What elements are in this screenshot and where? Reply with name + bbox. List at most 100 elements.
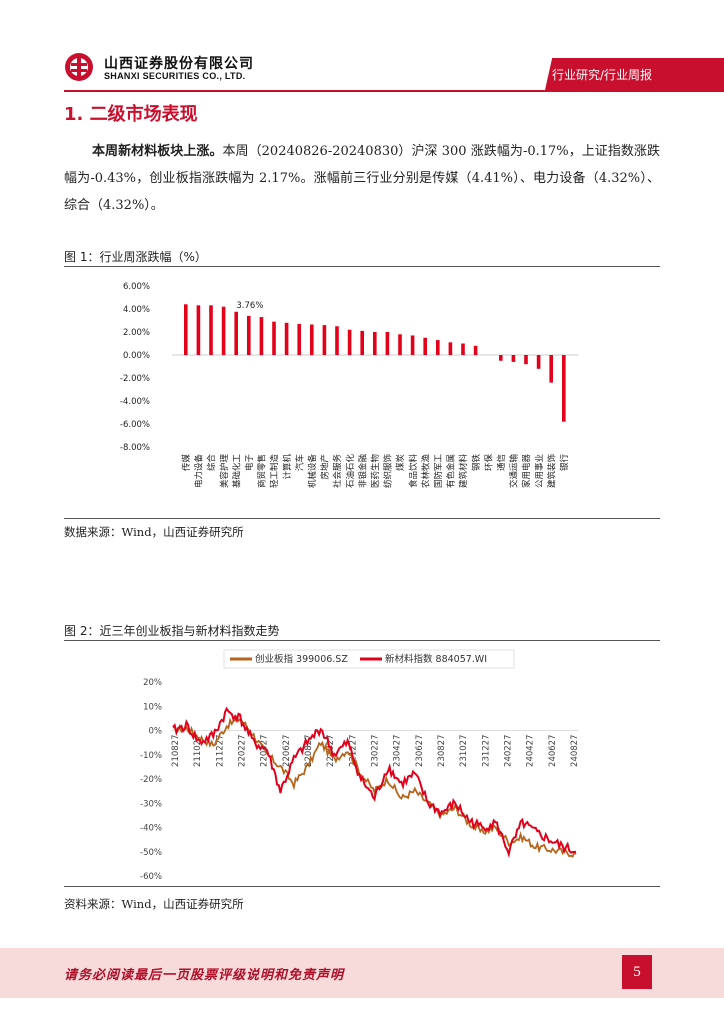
- x-tick-label: 基础化工: [231, 454, 242, 489]
- bar: [360, 330, 364, 355]
- bar: [536, 355, 541, 369]
- bar: [499, 355, 503, 361]
- bar: [310, 324, 314, 355]
- x-tick-label: 医药生物: [370, 454, 381, 489]
- x-tick-label: 计算机: [282, 454, 293, 480]
- legend-label-xcl: 新材料指数 884057.WI: [385, 653, 487, 665]
- x-tick-label: 240427: [526, 735, 536, 767]
- y-tick-label: -2.00%: [120, 374, 150, 384]
- y-tick-label: -4.00%: [120, 397, 150, 407]
- x-tick-label: 电子: [244, 454, 255, 472]
- y-tick-label: -60%: [140, 872, 162, 882]
- bar: [511, 355, 516, 362]
- company-logo-icon: [65, 53, 93, 81]
- footer-disclaimer: 请务必阅读最后一页股票评级说明和免责声明: [64, 968, 345, 983]
- figure1-bottom-rule: [64, 518, 660, 519]
- x-tick-label: 240627: [548, 735, 558, 767]
- bar: [524, 355, 528, 365]
- legend-label-cyb: 创业板指 399006.SZ: [255, 653, 348, 665]
- bar: [209, 305, 213, 355]
- bar: [272, 321, 276, 355]
- report-type-tag: 行业研究/行业周报: [552, 68, 653, 82]
- bar: [196, 305, 201, 355]
- section-title: 1. 二级市场表现: [64, 104, 198, 125]
- y-tick-label: 10%: [143, 702, 162, 712]
- y-tick-label: 0%: [149, 727, 163, 737]
- series-line-xcl: [172, 706, 577, 859]
- x-tick-label: 社会服务: [332, 454, 343, 489]
- bar: [335, 326, 339, 355]
- figure2-source: 资料来源：Wind，山西证券研究所: [64, 897, 244, 911]
- bar: [473, 345, 478, 355]
- x-tick-label: 211027: [193, 735, 203, 767]
- header-divider: [64, 90, 724, 92]
- x-tick-label: 240227: [504, 735, 514, 767]
- bar: [347, 329, 352, 355]
- index-trend-chart: 创业板指 399006.SZ 新材料指数 884057.WI 20% 10% 0% -10…: [140, 649, 580, 882]
- y-tick-label: -50%: [140, 848, 162, 858]
- x-tick-label: 国防军工: [433, 454, 444, 489]
- x-tick-label: 传媒: [181, 454, 192, 472]
- y-tick-label: -8.00%: [120, 443, 150, 453]
- x-tick-label: 230227: [371, 735, 381, 767]
- bar: [284, 322, 289, 355]
- bar: [184, 304, 188, 355]
- y-tick-label: 6.00%: [123, 282, 150, 292]
- x-tick-label: 家用电器: [521, 454, 532, 489]
- x-tick-label: 有色金属: [446, 454, 457, 488]
- y-tick-label: -10%: [140, 751, 162, 761]
- x-tick-label: 230427: [393, 735, 403, 767]
- y-tick-label: -20%: [140, 775, 162, 785]
- figure1-source: 数据来源：Wind，山西证券研究所: [64, 525, 244, 539]
- x-tick-label: 石油石化: [345, 454, 356, 489]
- x-tick-label: 综合: [206, 454, 217, 472]
- bar: [436, 340, 440, 355]
- x-tick-label: 钢铁: [471, 454, 482, 472]
- industry-weekly-change-chart: 6.00% 4.00% 2.00% 0.00% -2.00% -4.00% -6.00% -8…: [120, 282, 579, 489]
- y-tick-label: -40%: [140, 824, 162, 834]
- bar: [385, 332, 390, 355]
- x-tick-label: 机械设备: [307, 454, 318, 489]
- x-tick-label: 农林牧渔: [420, 454, 431, 489]
- x-tick-label: 240827: [570, 735, 580, 767]
- y-tick-label: 0.00%: [123, 351, 150, 361]
- x-tick-label: 商贸零售: [257, 454, 268, 488]
- bar: [221, 306, 226, 355]
- x-tick-label: 通信: [496, 454, 507, 472]
- header-band: [545, 58, 724, 90]
- bar: [461, 343, 465, 355]
- x-tick-label: 建筑材料: [458, 454, 469, 489]
- x-tick-label: 纺织服饰: [383, 454, 394, 489]
- bar: [297, 323, 301, 355]
- bar: [423, 337, 427, 355]
- x-tick-label: 非银金融: [357, 454, 368, 489]
- x-tick-label: 231027: [459, 735, 469, 767]
- figure2-bottom-rule: [64, 886, 660, 887]
- y-tick-label: 20%: [143, 678, 162, 688]
- y-tick-label: -30%: [140, 799, 162, 809]
- x-tick-label: 美容护理: [219, 454, 230, 489]
- bar: [562, 355, 566, 422]
- bar: [410, 335, 415, 355]
- y-tick-label: -6.00%: [120, 420, 150, 430]
- y-tick-label: 2.00%: [123, 328, 150, 338]
- figure2-top-rule: [64, 640, 660, 641]
- bar: [247, 315, 251, 355]
- x-tick-label: 银行: [559, 454, 570, 472]
- x-tick-label: 交通运输: [509, 454, 520, 489]
- footer-band: [0, 948, 724, 998]
- x-tick-label: 房地产: [320, 454, 331, 480]
- company-name-cn: 山西证券股份有限公司: [104, 56, 254, 72]
- bar: [322, 325, 327, 355]
- x-tick-label: 231227: [481, 735, 491, 767]
- x-tick-label: 环保: [483, 454, 494, 472]
- x-tick-label: 220227: [238, 735, 248, 767]
- x-tick-label: 210827: [171, 735, 181, 767]
- bar: [549, 355, 553, 383]
- figure1-top-rule: [64, 266, 660, 267]
- company-name-en: SHANXI SECURITIES CO., LTD.: [104, 71, 246, 81]
- paragraph-body: 本周（20240826-20240830）沪深 300 涨跌幅为-0.17%，上…: [64, 144, 660, 213]
- x-tick-label: 211227: [215, 735, 225, 767]
- figure1-title: 图 1：行业周涨跌幅（%）: [64, 250, 207, 264]
- x-tick-label: 建筑装饰: [546, 454, 557, 489]
